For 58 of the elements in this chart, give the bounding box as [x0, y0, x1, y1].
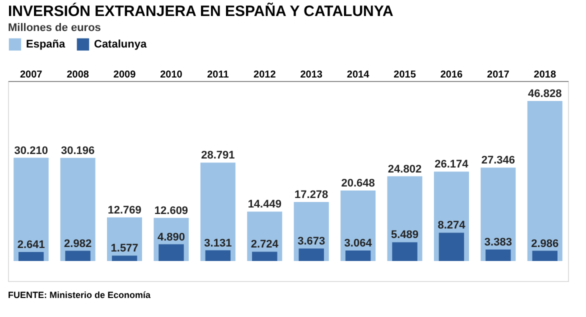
- chart-title: INVERSIÓN EXTRANJERA EN ESPAÑA Y CATALUNYA: [8, 2, 394, 20]
- x-tick-label: 2008: [66, 70, 90, 80]
- bar: [14, 158, 49, 261]
- bar: [158, 244, 184, 261]
- bar: [65, 250, 90, 261]
- bar: [298, 248, 324, 261]
- data-label: 3.383: [484, 236, 512, 248]
- data-label: 3.673: [298, 235, 326, 248]
- data-label: 28.791: [201, 150, 235, 162]
- legend-label: Catalunya: [94, 38, 148, 50]
- data-label: 12.609: [154, 204, 188, 217]
- bar: [345, 250, 371, 261]
- data-label: 2.641: [17, 238, 45, 251]
- chart-subtitle: Millones de euros: [8, 22, 101, 34]
- data-label: 20.648: [341, 177, 375, 190]
- bar: [527, 101, 562, 261]
- data-label: 2.986: [531, 238, 559, 250]
- data-label: 5.489: [391, 229, 419, 242]
- data-label: 24.802: [388, 163, 422, 176]
- data-label: 4.890: [157, 231, 185, 244]
- bar: [60, 158, 96, 261]
- data-label: 3.131: [204, 237, 232, 250]
- x-tick-label: 2011: [207, 70, 230, 80]
- x-tick-label: 2009: [113, 70, 136, 80]
- bar: [252, 252, 278, 261]
- x-tick-label: 2017: [487, 70, 510, 80]
- data-label: 1.577: [110, 242, 138, 255]
- data-label: 26.174: [434, 158, 470, 171]
- x-tick-label: 2010: [160, 70, 183, 80]
- data-label: 17.278: [294, 188, 328, 201]
- x-tick-label: 2018: [534, 70, 556, 80]
- source-note: FUENTE: Ministerio de Economía: [8, 290, 152, 300]
- x-tick-label: 2016: [440, 70, 464, 80]
- x-tick-label: 2007: [20, 70, 43, 80]
- bar: [532, 250, 558, 261]
- bar: [112, 256, 138, 261]
- bar: [205, 250, 231, 261]
- bar: [486, 249, 511, 261]
- bar: [200, 162, 236, 261]
- data-label: 2.724: [250, 238, 280, 251]
- data-label: 30.196: [60, 144, 95, 157]
- x-tick-label: 2013: [300, 70, 323, 80]
- x-tick-label: 2015: [394, 70, 416, 80]
- x-tick-label: 2014: [346, 70, 370, 80]
- data-label: 2.982: [64, 238, 92, 250]
- data-label: 14.449: [248, 198, 282, 211]
- bar: [438, 232, 464, 261]
- data-label: 12.769: [108, 204, 142, 216]
- data-label: 27.346: [481, 154, 516, 167]
- data-label: 3.064: [344, 238, 373, 250]
- data-label: 30.210: [14, 144, 48, 157]
- x-tick-label: 2012: [254, 70, 276, 80]
- data-label: 46.828: [528, 88, 562, 100]
- bar: [18, 252, 44, 261]
- bar: [392, 242, 418, 261]
- bar: [480, 168, 516, 261]
- legend-label: España: [26, 38, 66, 50]
- data-label: 8.274: [438, 220, 466, 232]
